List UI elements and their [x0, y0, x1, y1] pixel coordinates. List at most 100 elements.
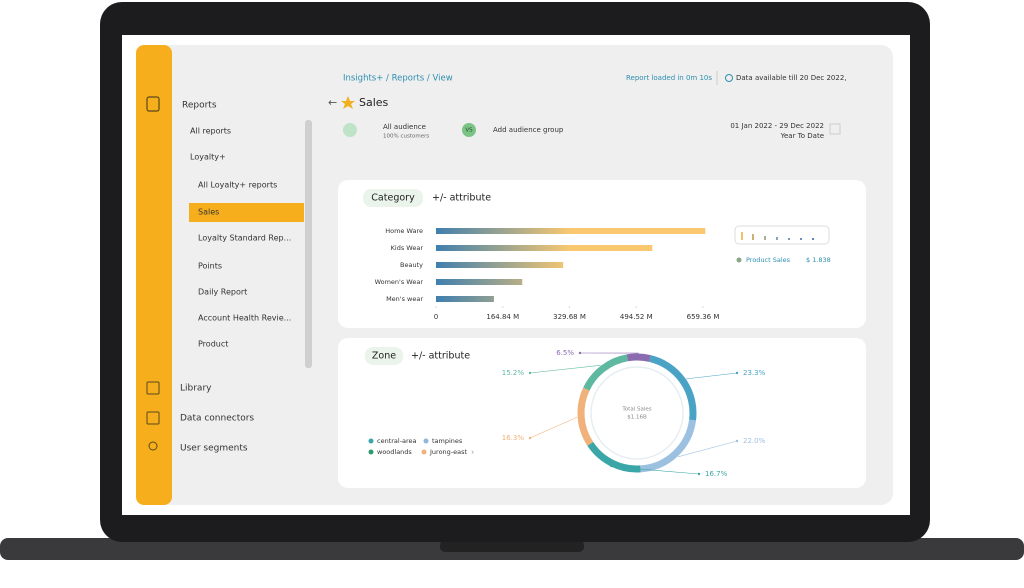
category-label: Home Ware [385, 227, 423, 235]
legend-label: Product Sales [746, 256, 791, 264]
add-group[interactable]: Add audience group [493, 126, 564, 134]
x-tick-label: 659.36 M [687, 313, 720, 321]
zone-tab[interactable]: Zone [372, 351, 396, 362]
nav-item[interactable]: Points [198, 262, 222, 271]
mini-bar [776, 237, 778, 240]
value-label: 6.5% [556, 349, 574, 357]
legend-dot [736, 257, 742, 263]
leader-line [686, 372, 738, 380]
legend-label: tampines [432, 437, 463, 445]
category-tab-bg[interactable] [363, 189, 423, 207]
nav-section[interactable]: Data connectors [180, 414, 254, 424]
back-arrow[interactable]: ← [328, 96, 337, 109]
mini-bar [764, 236, 766, 240]
donut-segment [577, 387, 594, 446]
center-title: Total Sales [621, 407, 651, 413]
center-value: $1.16B [627, 415, 647, 421]
audience-sub: 100% customers [383, 134, 429, 140]
legend-label: woodlands [377, 448, 412, 456]
nav-item[interactable]: All reports [190, 127, 231, 136]
value-label: 22.0% [743, 437, 766, 445]
leader-dot [578, 351, 582, 355]
value-label: 16.3% [502, 434, 525, 442]
connectors-icon [146, 411, 160, 425]
leader-line [529, 365, 601, 374]
bar [436, 296, 494, 302]
bar [436, 262, 564, 268]
inner-ring [590, 366, 684, 460]
nav-item[interactable]: Loyalty Standard Rep... [198, 234, 291, 243]
vs-badge [462, 123, 476, 137]
nav-item[interactable]: Loyalty+ [190, 153, 226, 162]
x-tick-label: 164.84 M [486, 313, 519, 321]
zone-card [338, 338, 866, 488]
audience-icon [343, 123, 357, 137]
category-attribute[interactable]: +/- attribute [432, 193, 491, 204]
category-label: Women's Wear [375, 278, 424, 286]
legend-dot [368, 449, 374, 455]
legend-dot [423, 438, 429, 444]
leader-dot [697, 472, 701, 476]
nav-section[interactable]: Library [180, 384, 212, 394]
category-label: Men's wear [386, 295, 423, 303]
category-label: Beauty [400, 261, 423, 269]
donut-segment [649, 355, 697, 421]
x-tick-label: 329.68 M [553, 313, 586, 321]
nav-item[interactable]: All Loyalty+ reports [198, 181, 277, 190]
load-status: Report loaded in 0m 10s [626, 74, 712, 82]
bar [436, 228, 706, 234]
zone-tab-bg[interactable] [365, 347, 403, 365]
leader-dot [528, 436, 532, 440]
leader-dot [528, 371, 532, 375]
leader-line [677, 440, 738, 458]
breadcrumb[interactable]: Insights+ / Reports / View [343, 74, 453, 84]
data-till: Data available till 20 Dec 2022, [736, 74, 847, 82]
mini-bar [752, 234, 754, 240]
nav-item[interactable]: Daily Report [198, 288, 247, 297]
date-range[interactable]: 01 Jan 2022 - 29 Dec 2022 [730, 122, 824, 130]
nav-item[interactable]: Reports [182, 101, 217, 111]
category-tab[interactable]: Category [371, 193, 415, 204]
category-label: Kids Wear [391, 244, 424, 252]
nav-item[interactable]: Product [198, 340, 228, 349]
legend-value: $ 1.838 [806, 256, 831, 264]
legend-next[interactable]: › [471, 448, 474, 457]
legend-dot [421, 449, 427, 455]
period: Year To Date [780, 132, 824, 140]
category-card [338, 180, 866, 328]
zone-attribute[interactable]: +/- attribute [411, 351, 470, 362]
yellow-rail [136, 45, 172, 505]
value-label: 16.7% [705, 470, 728, 478]
page-title: Sales [359, 96, 389, 109]
audience[interactable]: All audience [383, 123, 426, 131]
library-icon [146, 381, 160, 395]
star-icon[interactable] [341, 96, 355, 109]
bar [436, 245, 653, 251]
leader-dot [735, 371, 739, 375]
calendar-icon[interactable] [829, 123, 841, 135]
scrollbar [305, 120, 312, 368]
leader-line [610, 466, 700, 475]
nav-item[interactable]: Sales [198, 208, 219, 217]
x-tick-label: 494.52 M [620, 313, 653, 321]
x-tick-label: 0 [434, 313, 438, 321]
donut-segment [626, 353, 651, 362]
leader-dot [735, 439, 739, 443]
legend-label: Jurong-east [429, 448, 468, 456]
value-label: 23.3% [743, 369, 766, 377]
mini-bar [800, 238, 802, 240]
value-label: 15.2% [502, 369, 525, 377]
leader-line [529, 416, 578, 439]
legend-label: central-area [377, 437, 417, 445]
nav-item[interactable]: Account Health Revie... [198, 314, 291, 323]
donut-segment [640, 419, 697, 473]
mini-chart [734, 225, 830, 245]
donut-segment [583, 354, 629, 391]
refresh-icon[interactable] [725, 74, 733, 82]
segments-icon [148, 441, 158, 451]
active-item-bg [189, 203, 304, 222]
nav-section[interactable]: User segments [180, 444, 248, 454]
legend-dot [368, 438, 374, 444]
mini-bar [812, 238, 814, 240]
